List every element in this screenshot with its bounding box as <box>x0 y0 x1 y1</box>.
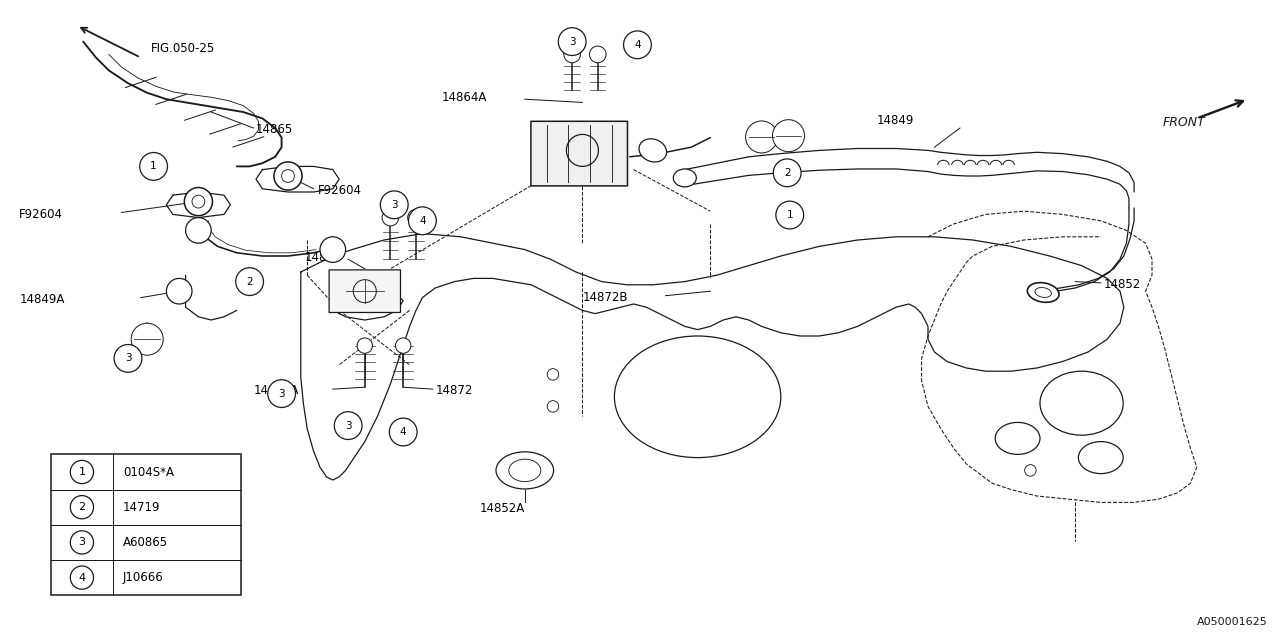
Circle shape <box>70 531 93 554</box>
Circle shape <box>70 566 93 589</box>
Circle shape <box>320 237 346 262</box>
Circle shape <box>408 207 436 235</box>
Text: 3: 3 <box>390 200 398 210</box>
Text: J10666: J10666 <box>123 571 164 584</box>
Text: 3: 3 <box>568 36 576 47</box>
Circle shape <box>268 380 296 408</box>
FancyBboxPatch shape <box>531 122 627 186</box>
Circle shape <box>184 188 212 216</box>
Circle shape <box>773 159 801 187</box>
Text: 4: 4 <box>419 216 426 226</box>
Text: 3: 3 <box>344 420 352 431</box>
Circle shape <box>381 209 399 226</box>
Circle shape <box>334 412 362 440</box>
Ellipse shape <box>673 169 696 187</box>
Text: A60865: A60865 <box>123 536 168 549</box>
Circle shape <box>274 162 302 190</box>
Text: 0104S*A: 0104S*A <box>123 465 174 479</box>
Text: 14849A: 14849A <box>19 293 64 306</box>
Circle shape <box>773 120 805 152</box>
Text: 14849: 14849 <box>877 114 914 127</box>
Text: 3: 3 <box>78 538 86 547</box>
Circle shape <box>590 46 607 63</box>
Circle shape <box>132 323 164 355</box>
Text: 14719: 14719 <box>123 500 160 514</box>
Circle shape <box>389 418 417 446</box>
Text: 2: 2 <box>783 168 791 178</box>
Circle shape <box>166 278 192 304</box>
Circle shape <box>564 46 581 63</box>
Text: FIG.050-25: FIG.050-25 <box>151 42 215 54</box>
Text: 3: 3 <box>278 388 285 399</box>
Circle shape <box>396 338 411 353</box>
Text: FRONT: FRONT <box>1162 116 1204 129</box>
Text: 2: 2 <box>78 502 86 512</box>
Text: 14872B: 14872B <box>582 291 628 304</box>
Text: 14872: 14872 <box>435 384 472 397</box>
Circle shape <box>236 268 264 296</box>
Text: 14864A: 14864A <box>442 91 486 104</box>
Circle shape <box>776 201 804 229</box>
Text: 2: 2 <box>246 276 253 287</box>
Text: 14864: 14864 <box>305 251 342 264</box>
Text: 3: 3 <box>124 353 132 364</box>
Text: 14852: 14852 <box>1103 278 1140 291</box>
Text: 1: 1 <box>786 210 794 220</box>
Text: A050001625: A050001625 <box>1197 617 1267 627</box>
Text: 4: 4 <box>634 40 641 50</box>
Text: 1: 1 <box>78 467 86 477</box>
Text: F92604: F92604 <box>317 184 361 196</box>
Text: 4: 4 <box>399 427 407 437</box>
Circle shape <box>380 191 408 219</box>
Circle shape <box>114 344 142 372</box>
Circle shape <box>186 218 211 243</box>
Text: 14872A: 14872A <box>253 384 298 397</box>
Circle shape <box>357 338 372 353</box>
Bar <box>51 454 241 595</box>
Text: 4: 4 <box>78 573 86 582</box>
Circle shape <box>745 121 778 153</box>
Circle shape <box>70 495 93 519</box>
Ellipse shape <box>1028 283 1059 302</box>
Circle shape <box>70 460 93 484</box>
Circle shape <box>408 209 425 226</box>
FancyBboxPatch shape <box>329 270 401 312</box>
Circle shape <box>623 31 652 59</box>
Circle shape <box>558 28 586 56</box>
Text: 14865: 14865 <box>256 123 293 136</box>
Ellipse shape <box>639 139 667 162</box>
Text: 1: 1 <box>150 161 157 172</box>
Circle shape <box>140 152 168 180</box>
Text: 14852A: 14852A <box>480 502 525 515</box>
Text: F92604: F92604 <box>19 208 63 221</box>
